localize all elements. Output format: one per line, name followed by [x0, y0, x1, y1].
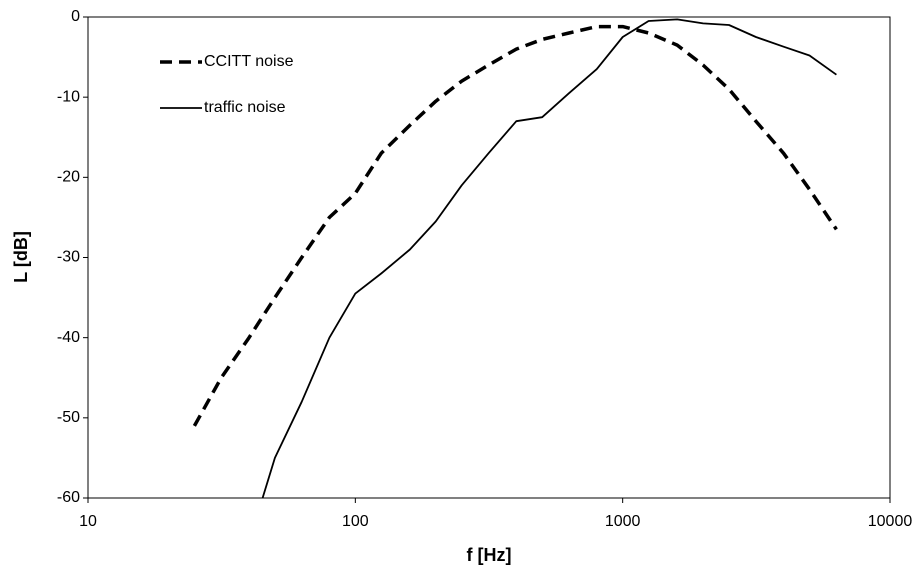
y-tick-label: -10 — [57, 88, 80, 105]
y-tick-label: -20 — [57, 169, 80, 186]
x-tick-label: 100 — [342, 513, 369, 530]
x-tick-label: 10000 — [868, 513, 913, 530]
y-tick-label: -40 — [57, 329, 80, 346]
legend-label: CCITT noise — [204, 53, 294, 70]
x-axis-title: f [Hz] — [467, 545, 512, 565]
y-tick-label: -50 — [57, 409, 80, 426]
x-tick-label: 1000 — [605, 513, 641, 530]
series-line — [261, 18, 837, 499]
y-tick-label: -30 — [57, 249, 80, 266]
legend-label: traffic noise — [204, 99, 286, 116]
plot-frame — [87, 16, 891, 499]
y-axis-title: L [dB] — [11, 231, 31, 283]
x-tick-label: 10 — [79, 513, 97, 530]
y-tick-label: 0 — [71, 8, 80, 25]
series-line — [192, 24, 838, 427]
y-tick-label: -60 — [57, 489, 80, 506]
